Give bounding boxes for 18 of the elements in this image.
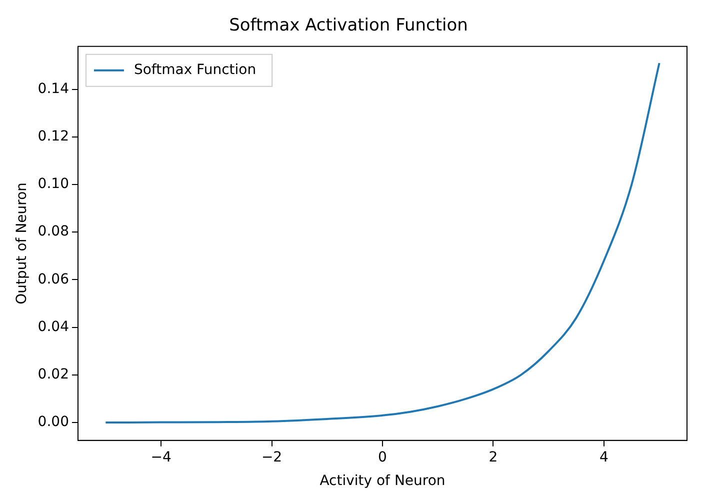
x-tick-label: −4 [150,449,172,466]
y-axis-title: Output of Neuron [14,182,30,304]
x-tick-label: 4 [599,449,608,466]
y-tick-label: 0.00 [38,414,69,430]
y-tick-label: 0.02 [38,366,69,383]
y-tick-label: 0.10 [38,176,69,192]
y-tick-label: 0.14 [38,80,70,97]
legend-label: Softmax Function [134,62,256,78]
y-tick-label: 0.04 [38,318,70,335]
y-tick-label: 0.06 [38,271,70,288]
x-tick-label: −2 [261,449,282,466]
y-tick-label: 0.12 [38,128,69,145]
x-axis-title: Activity of Neuron [320,473,446,490]
x-tick-label: 2 [488,449,498,466]
line-series [104,62,660,424]
y-tick-label: 0.08 [38,224,69,240]
x-tick-label: 0 [378,449,387,466]
chart-title: Softmax Activation Function [229,16,468,36]
